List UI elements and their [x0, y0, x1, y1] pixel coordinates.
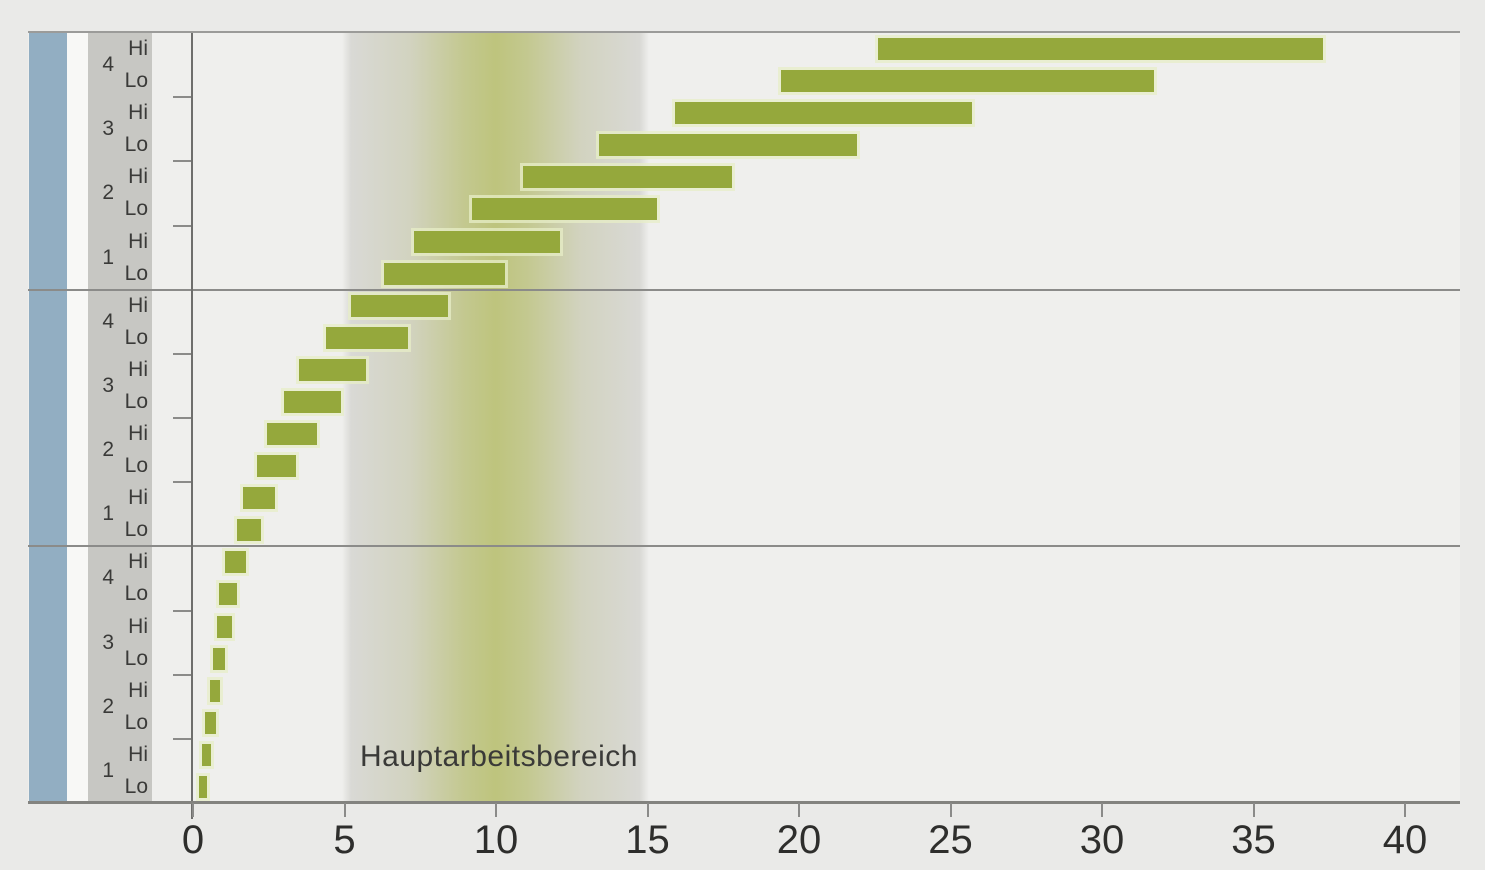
hi-row-label: Hi: [128, 486, 148, 510]
speed-range-bar: [299, 358, 366, 381]
lo-row-label: Lo: [124, 69, 148, 93]
speed-range-bar: [199, 775, 207, 798]
speed-range-bar: [326, 326, 409, 349]
lo-row-label: Lo: [124, 518, 148, 542]
lo-row-label: Lo: [124, 710, 148, 734]
plot-top-border: [28, 31, 1460, 33]
speed-range-bar: [414, 230, 560, 253]
x-axis-tick: [949, 803, 952, 817]
speed-range-bar: [209, 679, 221, 702]
y-axis-group-tick: [173, 352, 192, 355]
section-indicator-strip: [29, 33, 67, 803]
gear-number-label: 2: [102, 694, 114, 718]
speed-range-bar: [523, 166, 733, 189]
hi-row-label: Hi: [128, 742, 148, 766]
y-axis-group-tick: [173, 673, 192, 676]
speed-range-bar: [224, 551, 247, 574]
x-axis-line: [28, 801, 1460, 804]
hi-row-label: Hi: [128, 37, 148, 61]
x-axis-tick-label: 0: [181, 818, 205, 862]
main-working-range-band: [342, 33, 649, 803]
x-axis-tick-label: 20: [776, 818, 822, 862]
y-axis-line: [191, 33, 193, 819]
hi-row-label: Hi: [128, 229, 148, 253]
lo-row-label: Lo: [124, 197, 148, 221]
hi-row-label: Hi: [128, 101, 148, 125]
y-axis-group-tick: [173, 481, 192, 484]
gear-number-label: 1: [102, 758, 114, 782]
hi-row-label: Hi: [128, 357, 148, 381]
speed-range-bar: [599, 134, 857, 157]
x-axis-tick: [1404, 803, 1406, 817]
speed-range-bar: [877, 38, 1324, 61]
hi-row-label: Hi: [128, 678, 148, 702]
speed-range-bar: [236, 519, 262, 542]
x-axis-tick: [343, 803, 346, 817]
gear-number-label: 2: [102, 181, 114, 205]
gear-number-label: 4: [102, 309, 114, 333]
lo-row-label: Lo: [124, 582, 148, 606]
lo-row-label: Lo: [124, 261, 148, 285]
x-axis-tick-label: 10: [473, 818, 519, 862]
speed-range-bar: [350, 294, 448, 317]
hi-row-label: Hi: [128, 614, 148, 638]
speed-range-bar: [202, 743, 212, 766]
speed-range-bar: [217, 615, 233, 638]
gear-number-label: 3: [102, 373, 114, 397]
x-axis-tick-label: 35: [1231, 818, 1276, 862]
x-axis-tick: [1101, 803, 1103, 817]
x-axis-tick-label: 15: [625, 818, 670, 862]
section-divider-line: [28, 545, 1460, 548]
x-axis-tick: [1252, 803, 1255, 817]
row-label-strip: [88, 33, 152, 803]
speed-range-bar: [674, 102, 972, 125]
gear-number-label: 1: [102, 502, 114, 526]
y-axis-group-tick: [173, 160, 192, 163]
speed-range-bar: [471, 198, 657, 221]
working-range-label: Hauptarbeitsbereich: [360, 740, 638, 773]
hi-row-label: Hi: [128, 550, 148, 574]
y-axis-group-tick: [173, 224, 192, 227]
speed-range-bar: [383, 262, 506, 285]
gear-number-label: 3: [102, 117, 114, 141]
gear-number-label: 4: [102, 53, 114, 77]
y-axis-group-tick: [173, 417, 192, 419]
plot-area: 4 Hi Lo 3 Hi Lo 2 Hi Lo 1 Hi Lo 4 Hi Lo 3 Hi Lo 2 Hi Lo 1 Hi Lo…: [28, 33, 1460, 803]
lo-row-label: Lo: [124, 133, 148, 157]
section-divider-line: [28, 288, 1460, 291]
hi-row-label: Hi: [128, 422, 148, 446]
x-axis-tick-label: 40: [1382, 818, 1428, 862]
y-axis-group-tick: [173, 737, 192, 740]
speed-range-bar: [780, 70, 1154, 93]
y-axis-group-tick: [173, 609, 192, 612]
x-axis-tick-label: 25: [928, 818, 973, 862]
x-axis-tick: [646, 803, 649, 817]
x-axis-tick: [495, 803, 497, 817]
hi-row-label: Hi: [128, 293, 148, 317]
strip-gap: [67, 33, 88, 803]
lo-row-label: Lo: [124, 325, 148, 349]
x-axis-tick: [192, 803, 194, 817]
speed-range-bar: [256, 455, 296, 478]
gear-number-label: 4: [102, 566, 114, 590]
lo-row-label: Lo: [124, 454, 148, 478]
hi-row-label: Hi: [128, 165, 148, 189]
speed-range-bar: [218, 583, 237, 606]
gear-number-label: 3: [102, 630, 114, 654]
speed-range-bar: [212, 647, 225, 670]
speed-range-bar: [205, 711, 216, 734]
lo-row-label: Lo: [124, 774, 148, 798]
y-axis-group-tick: [173, 96, 192, 99]
gear-number-label: 1: [102, 245, 114, 269]
speed-range-bar: [242, 487, 275, 510]
gear-number-label: 2: [102, 438, 114, 462]
speed-range-bar: [283, 390, 342, 413]
x-axis-tick-label: 30: [1079, 818, 1125, 862]
speed-range-bar: [267, 423, 318, 446]
x-axis-tick: [798, 803, 800, 817]
x-axis-tick-label: 5: [333, 818, 356, 862]
lo-row-label: Lo: [124, 389, 148, 413]
lo-row-label: Lo: [124, 646, 148, 670]
